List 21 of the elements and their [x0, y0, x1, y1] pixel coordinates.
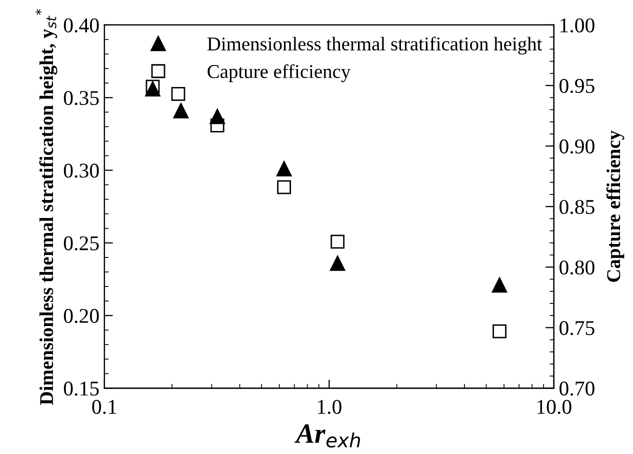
y2-tick-label: 0.70	[560, 382, 594, 396]
legend-label: Dimensionless thermal stratification height	[207, 36, 542, 55]
y-tick-label: 0.30	[64, 164, 99, 178]
y-tick-label: 0.15	[64, 382, 99, 396]
x-tick-label: 10.0	[537, 400, 572, 414]
y2-tick-label: 0.80	[560, 260, 594, 275]
y2-tick-label: 0.85	[560, 200, 594, 214]
x-tick-label: 0.1	[92, 400, 116, 414]
y-tick-label: 0.20	[64, 308, 99, 324]
y2-axis-title: Capture efficiency	[606, 130, 624, 282]
y-tick-label: 0.40	[64, 18, 99, 32]
y-tick-label: 0.35	[64, 90, 99, 106]
y2-tick-label: 0.75	[560, 321, 594, 336]
y-axis-title: Dimensionless thermal stratification height, y$_{st}$$^{*}$	[35, 9, 58, 405]
legend-label: Capture efficiency	[208, 64, 351, 82]
x-tick-label: 1.0	[318, 400, 342, 414]
y2-tick-label: 0.90	[560, 139, 594, 154]
y2-tick-label: 1.00	[560, 18, 594, 32]
y-tick-label: 0.25	[64, 236, 99, 250]
y2-tick-label: 0.95	[560, 78, 594, 94]
x-axis-title: Ar$_{exh}$	[294, 424, 360, 448]
